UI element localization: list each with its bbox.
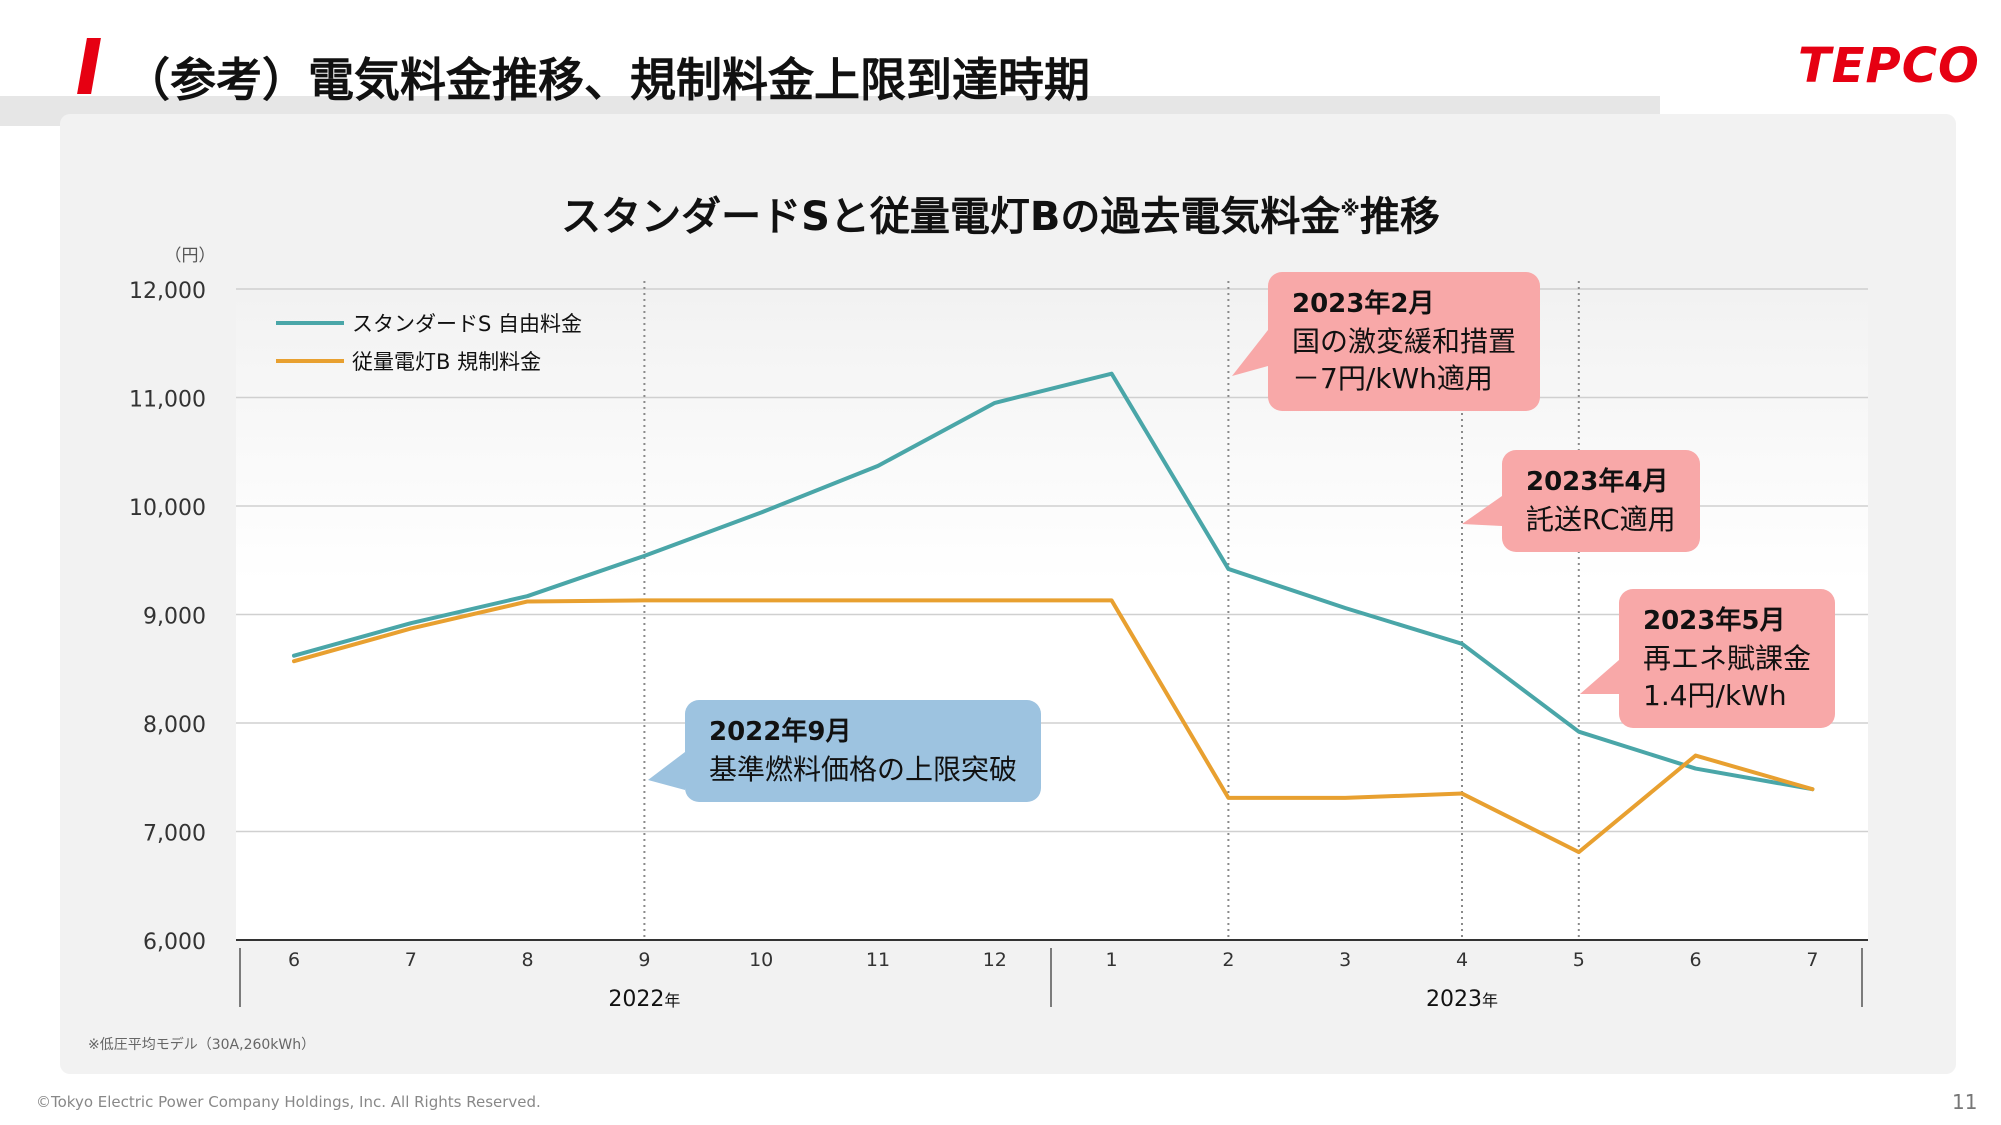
y-tick-label: 12,000 xyxy=(129,279,206,304)
x-tick-label: 3 xyxy=(1339,949,1351,971)
x-tick-label: 1 xyxy=(1106,949,1118,971)
x-tick-label: 7 xyxy=(1806,949,1818,971)
x-tick-label: 8 xyxy=(522,949,534,971)
callout-2023-05: 2023年5月 再エネ賦課金 1.4円/kWh xyxy=(1619,589,1836,728)
callout-head: 2023年5月 xyxy=(1643,606,1786,636)
y-axis-label: （円） xyxy=(165,246,216,266)
callout-line: 託送RC適用 xyxy=(1526,503,1676,536)
y-tick-label: 6,000 xyxy=(143,930,206,955)
callout-pointer xyxy=(1580,660,1619,694)
callout-pointer xyxy=(1462,496,1502,526)
chart-title-suffix: 推移 xyxy=(1359,194,1440,240)
callout-2022-09: 2022年9月 基準燃料価格の上限突破 xyxy=(685,700,1042,802)
chart-title-mark: ※ xyxy=(1340,196,1360,221)
callout-head: 2022年9月 xyxy=(709,717,852,747)
callout-pointer xyxy=(1232,330,1268,376)
callout-head: 2023年4月 xyxy=(1526,467,1669,497)
y-tick-label: 7,000 xyxy=(143,822,206,847)
y-tick-label: 11,000 xyxy=(129,388,206,413)
year-label: 2023年 xyxy=(1426,987,1498,1012)
x-tick-label: 6 xyxy=(1690,949,1702,971)
y-tick-label: 9,000 xyxy=(143,605,206,630)
series-line-1 xyxy=(292,598,1815,855)
legend-label: スタンダードS 自由料金 xyxy=(352,312,582,336)
y-tick-label: 10,000 xyxy=(129,496,206,521)
callout-2023-04: 2023年4月 託送RC適用 xyxy=(1502,450,1700,552)
footnote: ※低圧平均モデル（30A,260kWh） xyxy=(88,1037,316,1053)
callout-line: 基準燃料価格の上限突破 xyxy=(709,753,1018,786)
x-tick-label: 7 xyxy=(405,949,417,971)
page-title: （参考）電気料金推移、規制料金上限到達時期 xyxy=(124,53,1090,107)
callout-line: 再エネ賦課金 xyxy=(1643,642,1812,675)
y-tick-label: 8,000 xyxy=(143,713,206,738)
x-tick-label: 4 xyxy=(1456,949,1468,971)
x-tick-label: 9 xyxy=(638,949,650,971)
callout-line: 国の激変緩和措置 xyxy=(1292,325,1517,358)
tepco-logo: TEPCO xyxy=(1798,38,1980,94)
x-tick-label: 11 xyxy=(866,949,890,971)
chart-title: スタンダードSと従量電灯Bの過去電気料金※推移 xyxy=(0,184,2001,242)
callout-head: 2023年2月 xyxy=(1292,289,1435,319)
year-label: 2022年 xyxy=(608,987,680,1012)
page-number: 11 xyxy=(1952,1090,1978,1114)
series-line-0 xyxy=(292,371,1815,792)
x-tick-label: 12 xyxy=(983,949,1007,971)
callout-line: －7円/kWh適用 xyxy=(1292,362,1493,395)
callout-pointer-blue xyxy=(648,752,685,790)
legend-label: 従量電灯B 規制料金 xyxy=(352,350,541,374)
callout-2023-02: 2023年2月 国の激変緩和措置 －7円/kWh適用 xyxy=(1268,272,1541,411)
copyright: ©Tokyo Electric Power Company Holdings, … xyxy=(36,1093,541,1111)
callout-line: 1.4円/kWh xyxy=(1643,679,1787,712)
x-tick-label: 10 xyxy=(749,949,773,971)
x-tick-label: 2 xyxy=(1222,949,1234,971)
x-tick-label: 5 xyxy=(1573,949,1585,971)
x-tick-label: 6 xyxy=(288,949,300,971)
chart-title-main: スタンダードSと従量電灯Bの過去電気料金 xyxy=(561,194,1341,240)
